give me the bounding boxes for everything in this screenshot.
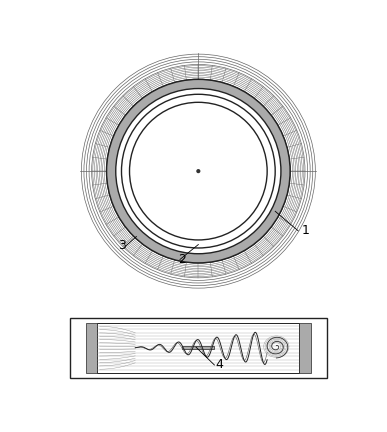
Bar [299,323,311,373]
Text: 4: 4 [216,359,223,372]
Circle shape [197,170,200,172]
Circle shape [106,79,290,263]
Circle shape [122,94,275,248]
Circle shape [106,79,290,263]
Bar [98,323,299,373]
Bar [182,346,214,349]
Circle shape [116,89,281,254]
Circle shape [122,94,275,248]
Text: 1: 1 [301,224,310,237]
Text: 3: 3 [118,239,126,252]
Circle shape [130,102,267,240]
Circle shape [130,102,267,240]
Circle shape [116,89,281,254]
Bar [86,323,98,373]
Text: 2: 2 [178,253,185,266]
Bar [70,318,327,378]
